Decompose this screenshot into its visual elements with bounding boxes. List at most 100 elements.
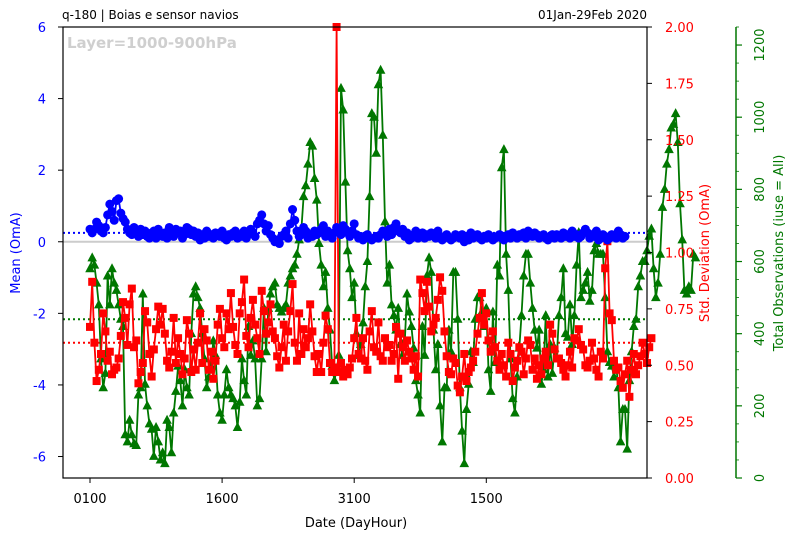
count-point (609, 371, 619, 381)
plot-frame (62, 26, 648, 479)
count-point (525, 277, 536, 287)
std-point (497, 349, 506, 358)
std-point (290, 338, 299, 347)
std-point (165, 363, 174, 372)
count-point (190, 281, 201, 291)
std-point (266, 300, 275, 309)
count-point (98, 382, 109, 392)
std-point (420, 307, 429, 316)
std-point (310, 352, 319, 361)
mean-point (591, 226, 601, 236)
std-point (550, 345, 559, 354)
std-point (94, 365, 103, 374)
mean-point (105, 199, 115, 209)
count-point (622, 443, 633, 453)
std-point (488, 327, 497, 336)
count-point (378, 129, 388, 139)
count-point (562, 331, 573, 341)
std-point (458, 372, 467, 381)
std-point (616, 377, 625, 386)
count-point (261, 346, 271, 356)
std-point (130, 343, 139, 352)
std-point (218, 334, 227, 343)
count-point (569, 310, 580, 320)
std-point (180, 354, 189, 363)
mean-point (274, 239, 284, 249)
x-tick-label: 1600 (206, 492, 239, 507)
std-point (590, 354, 599, 363)
mean-point (107, 206, 117, 216)
std-point (574, 325, 583, 334)
count-point (419, 349, 430, 359)
std-point (598, 354, 607, 363)
mean-point (114, 194, 124, 204)
std-point (482, 309, 491, 318)
axes: -6 -4 -2 0 2 4 6 0.00 0.25 0.50 0.75 1.00 1.25 1.50 1.… (33, 21, 768, 507)
std-point (350, 334, 359, 343)
count-point (406, 320, 417, 330)
count-point (322, 302, 333, 312)
mean-point (387, 230, 397, 240)
std-point (284, 327, 293, 336)
std-point (431, 313, 440, 322)
count-point (648, 263, 659, 273)
count-point (221, 364, 232, 374)
std-point (557, 358, 566, 367)
std-point (645, 343, 654, 352)
std-point (554, 354, 563, 363)
std-point (493, 356, 502, 365)
count-point (100, 367, 111, 377)
std-point (442, 352, 451, 361)
count-point (228, 393, 238, 403)
std-point (229, 322, 238, 331)
std-point (502, 372, 511, 381)
std-point (405, 347, 414, 356)
std-point (147, 372, 156, 381)
std-point (407, 354, 416, 363)
std-point (264, 318, 273, 327)
std-point (259, 307, 268, 316)
std-point (491, 343, 500, 352)
std-point (605, 309, 614, 318)
count-point (499, 144, 509, 154)
std-point (365, 327, 374, 336)
left-tick-label: 4 (38, 93, 46, 108)
count-point (532, 342, 542, 352)
std-point (273, 352, 282, 361)
left-axis-label: Mean (OmA) (9, 212, 24, 294)
mean-point (391, 219, 401, 229)
std-point (475, 313, 484, 322)
std-point (237, 298, 246, 307)
right-tick-label: 0.00 (665, 472, 694, 487)
mean-point (109, 215, 119, 225)
count-point (217, 414, 227, 424)
left-tick-label: -2 (33, 307, 46, 322)
count-point (461, 403, 472, 413)
count-point (655, 248, 666, 258)
std-point (343, 370, 352, 379)
count-point (380, 216, 390, 226)
std-point (138, 358, 147, 367)
count-point (219, 389, 230, 399)
std-point (504, 338, 513, 347)
count-point (369, 111, 379, 121)
count-point (450, 266, 461, 276)
count-point (175, 375, 186, 385)
count-point (166, 447, 177, 457)
count-point (653, 277, 663, 287)
std-point (636, 352, 645, 361)
far-right-tick-label: 0 (753, 474, 768, 482)
count-point (314, 237, 324, 247)
count-point (556, 292, 566, 302)
count-point (349, 277, 359, 287)
std-point (618, 383, 627, 392)
count-point (393, 302, 404, 312)
std-point (579, 345, 588, 354)
std-point (469, 356, 478, 365)
std-point (277, 343, 286, 352)
count-point (87, 252, 98, 262)
std-point (508, 377, 517, 386)
std-point (609, 356, 618, 365)
std-point (440, 327, 449, 336)
right-tick-label: 0.50 (665, 359, 694, 374)
